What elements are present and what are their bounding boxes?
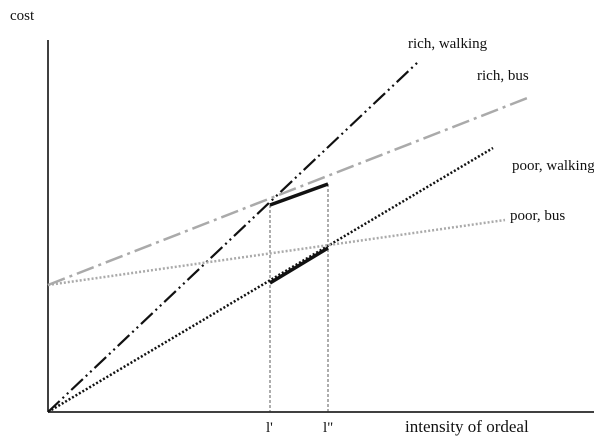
rich-walking-line [47,61,419,413]
y-axis-label: cost [10,8,35,24]
poor-cost-segment [269,246,329,285]
rich-bus-line [47,95,531,287]
poor-bus-line [47,218,506,287]
marker-label: l' [266,420,273,436]
line-label: poor, walking [512,158,594,174]
line-label: rich, walking [408,36,488,52]
marker-label: l" [323,420,333,436]
poor-walking-line [47,146,494,414]
line-label: rich, bus [477,68,529,84]
rich-cost-segment [269,182,329,207]
line-label: poor, bus [510,208,565,224]
x-axis-label: intensity of ordeal [405,417,529,436]
